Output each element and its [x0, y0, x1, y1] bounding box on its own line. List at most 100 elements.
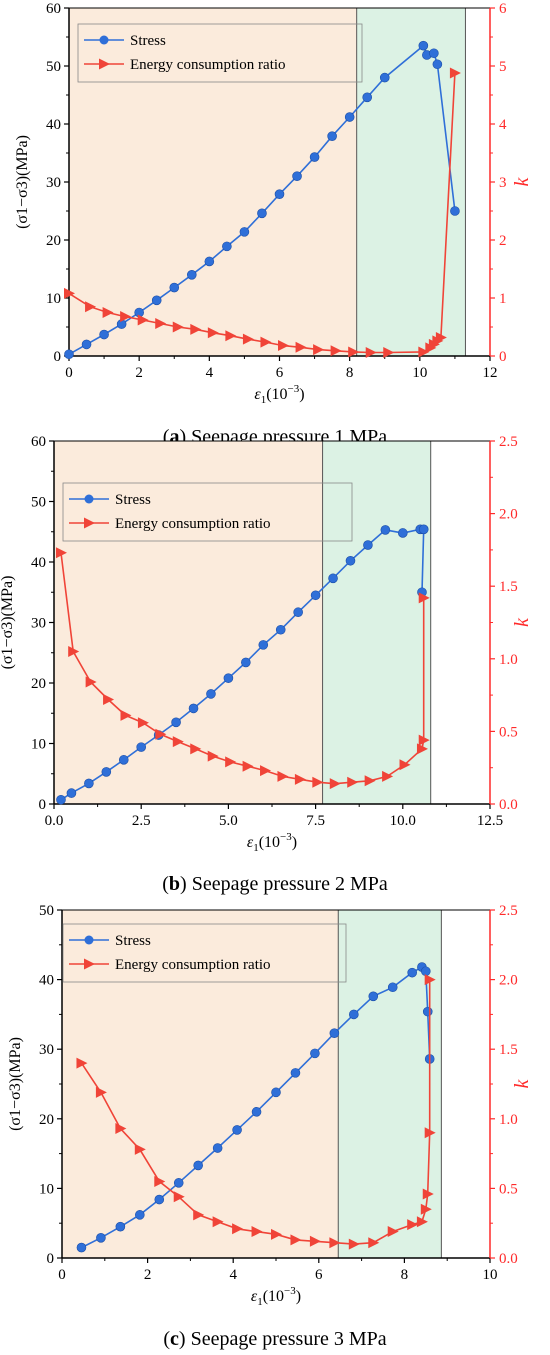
- stress-point: [118, 755, 129, 765]
- prepeak-zone: [54, 441, 323, 804]
- stress-point: [310, 1048, 320, 1059]
- stress-point: [81, 339, 92, 350]
- stress-point: [327, 131, 337, 141]
- energy-ratio-point: [95, 1086, 107, 1098]
- energy-ratio-point: [277, 770, 289, 782]
- legend-energy-label: Energy consumption ratio: [115, 516, 271, 532]
- legend-stress-label: Stress: [115, 933, 151, 949]
- x-tick-label: 10.0: [390, 813, 416, 829]
- y-tick-label: 30: [39, 1042, 54, 1058]
- x-axis-label-close: ): [296, 1288, 301, 1305]
- energy-ratio-point: [330, 345, 342, 357]
- energy-ratio-point: [368, 1237, 380, 1249]
- energy-ratio-point: [295, 341, 307, 353]
- y-tick-label: 40: [31, 555, 46, 571]
- stress-point: [204, 256, 215, 267]
- stress-point: [432, 59, 443, 70]
- stress-point: [380, 525, 391, 535]
- stress-point: [309, 152, 320, 162]
- energy-ratio-point: [137, 717, 149, 729]
- stress-point: [345, 555, 356, 566]
- legend-box: [62, 482, 353, 542]
- stress-point: [239, 227, 250, 237]
- x-axis-label-exponent: −3: [288, 383, 300, 395]
- legend-energy-marker: [99, 58, 110, 70]
- caption-letter: c: [170, 1328, 179, 1350]
- energy-ratio-point: [348, 346, 360, 358]
- y2-axis-label: k: [511, 617, 533, 627]
- energy-ratio-point: [329, 1237, 341, 1249]
- legend-energy-marker: [84, 517, 95, 529]
- stress-point: [154, 1194, 165, 1205]
- stress-point: [212, 1143, 223, 1153]
- x-tick-label: 10: [483, 1267, 498, 1283]
- panel-caption: (c) Seepage pressure 3 MPa: [163, 1328, 386, 1350]
- stress-point: [151, 295, 162, 306]
- y2-tick-label: 6: [499, 1, 507, 17]
- energy-ratio-point: [207, 327, 219, 339]
- stress-line: [81, 966, 431, 1249]
- stress-point: [258, 640, 269, 650]
- x-axis-label: ε1(10−3): [251, 1285, 301, 1308]
- energy-ratio-point: [134, 1143, 146, 1155]
- stress-point: [232, 1125, 242, 1135]
- x-tick-label: 6: [315, 1267, 323, 1283]
- stress-point: [186, 269, 197, 280]
- energy-ratio-point: [416, 743, 428, 755]
- stress-point: [362, 92, 373, 103]
- x-tick-label: 6: [276, 365, 284, 381]
- stress-point: [76, 1242, 87, 1253]
- stress-point: [173, 1178, 184, 1188]
- stress-point: [64, 349, 74, 360]
- y-tick-label: 60: [46, 1, 61, 17]
- stress-point: [66, 788, 77, 798]
- energy-ratio-point: [68, 646, 80, 658]
- x-axis-label-symbol: ε: [251, 1288, 258, 1305]
- energy-ratio-point: [207, 750, 219, 762]
- energy-ratio-point: [76, 1057, 88, 1069]
- x-axis-label-unit: (10: [266, 386, 287, 403]
- stress-point: [275, 624, 286, 635]
- y-axis-label: (σ1−σ3)(MPa): [14, 135, 31, 229]
- y2-tick-label: 1.0: [499, 1112, 518, 1128]
- x-axis-label-close: ): [292, 834, 297, 851]
- x-tick-label: 12.5: [477, 813, 503, 829]
- energy-ratio-point: [347, 776, 359, 788]
- stress-point: [407, 967, 417, 978]
- y-tick-label: 10: [39, 1181, 54, 1197]
- energy-ratio-point: [120, 311, 132, 323]
- legend-energy-label: Energy consumption ratio: [115, 957, 271, 973]
- energy-ratio-point: [155, 728, 167, 740]
- x-axis-label-unit: (10: [263, 1288, 284, 1305]
- y2-tick-label: 0.0: [499, 1251, 518, 1267]
- x-tick-label: 4: [229, 1267, 237, 1283]
- energy-ratio-point: [424, 974, 436, 986]
- y-tick-label: 10: [46, 291, 61, 307]
- y2-tick-label: 2.0: [499, 507, 518, 523]
- x-tick-label: 8: [346, 365, 354, 381]
- stress-point: [222, 241, 232, 252]
- chart-panel-c: 0 2 4 6 8 10 0 10 20 30 40 50 0.0 0.5 1.0 1.5 2.0 2.5 ε1(1…: [7, 903, 533, 1350]
- energy-ratio-point: [173, 1191, 185, 1203]
- energy-ratio-point: [424, 1127, 436, 1139]
- stress-point: [136, 742, 146, 752]
- caption-text: ) Seepage pressure 2 MPa: [180, 873, 388, 895]
- y-axis-label: (σ1−σ3)(MPa): [7, 1037, 24, 1131]
- x-tick-label: 0: [65, 365, 73, 381]
- legend-stress-marker: [84, 494, 94, 504]
- legend-stress-marker: [84, 935, 94, 945]
- energy-ratio-point: [418, 346, 430, 358]
- stress-point: [290, 1068, 301, 1078]
- y-tick-label: 20: [39, 1112, 54, 1128]
- stress-point: [293, 607, 303, 618]
- energy-ratio-point: [418, 592, 430, 604]
- x-tick-label: 2.5: [132, 813, 151, 829]
- panel-caption: (b) Seepage pressure 2 MPa: [162, 873, 388, 895]
- y-tick-label: 20: [46, 233, 61, 249]
- energy-ratio-point: [85, 676, 97, 688]
- y2-tick-label: 3: [499, 175, 507, 191]
- stress-point: [274, 189, 285, 199]
- energy-ratio-point: [416, 1216, 428, 1228]
- energy-ratio-point: [348, 1238, 360, 1250]
- caption-letter: a: [169, 426, 179, 448]
